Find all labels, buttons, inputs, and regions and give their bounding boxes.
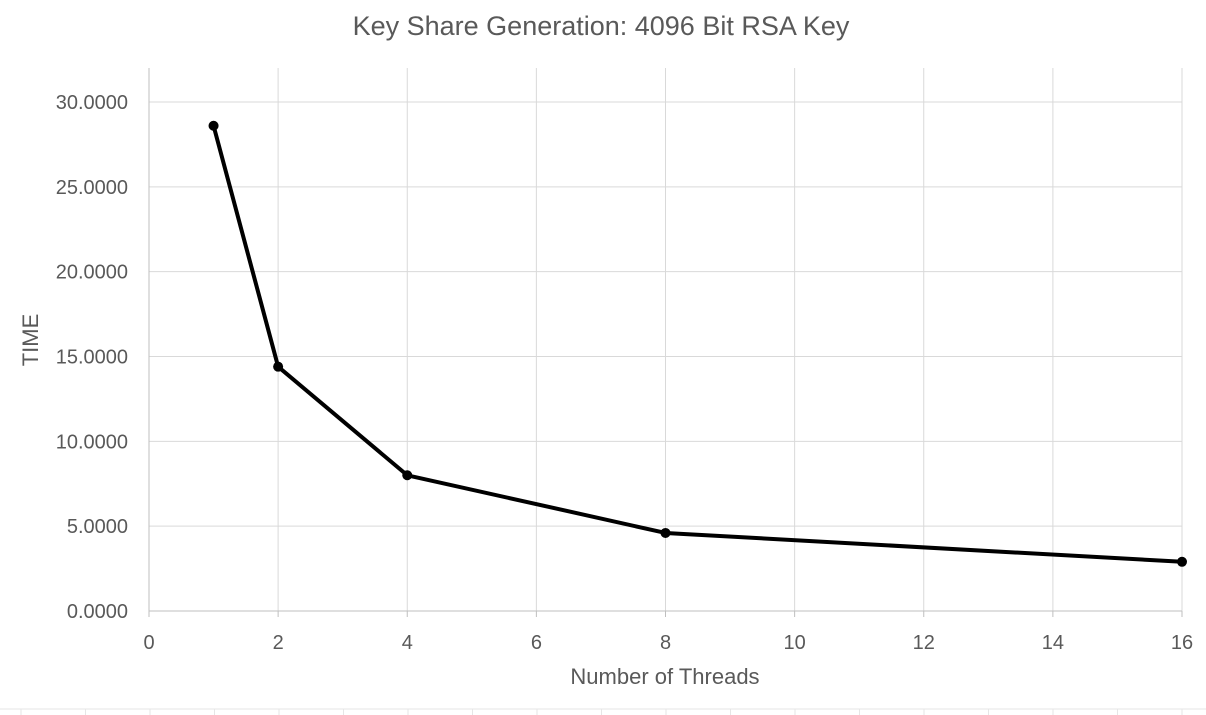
x-tick-label: 10 <box>784 632 806 654</box>
chart-title: Key Share Generation: 4096 Bit RSA Key <box>353 11 850 41</box>
data-point <box>402 470 413 481</box>
x-tick-label: 2 <box>273 632 284 654</box>
axes: 0 2 4 6 8 10 12 14 16 0.0000 5.0000 10.0000 15.0000 2… <box>56 68 1193 654</box>
bottom-border <box>0 708 1206 715</box>
y-tick-label: 15.0000 <box>56 347 128 369</box>
y-tick-label: 25.0000 <box>56 177 128 199</box>
data-point <box>273 361 284 372</box>
gridlines <box>149 68 1183 611</box>
y-tick-label: 10.0000 <box>56 431 128 453</box>
y-tick-label: 30.0000 <box>56 92 128 114</box>
data-series <box>208 120 1187 567</box>
y-tick-label: 5.0000 <box>67 516 128 538</box>
data-point <box>1177 556 1187 567</box>
x-tick-label: 0 <box>143 632 154 654</box>
data-point <box>208 120 219 131</box>
x-tick-label: 8 <box>660 632 671 654</box>
data-point <box>660 527 671 538</box>
x-tick-label: 6 <box>531 632 542 654</box>
x-axis-title: Number of Threads <box>570 664 759 689</box>
y-tick-label: 0.0000 <box>67 601 128 623</box>
y-tick-label: 20.0000 <box>56 262 128 284</box>
x-tick-label: 4 <box>402 632 413 654</box>
x-tick-label: 16 <box>1171 632 1193 654</box>
x-tick-label: 14 <box>1042 632 1064 654</box>
x-tick-label: 12 <box>913 632 935 654</box>
y-axis-title: TIME <box>18 314 43 367</box>
series-line <box>211 123 1184 564</box>
